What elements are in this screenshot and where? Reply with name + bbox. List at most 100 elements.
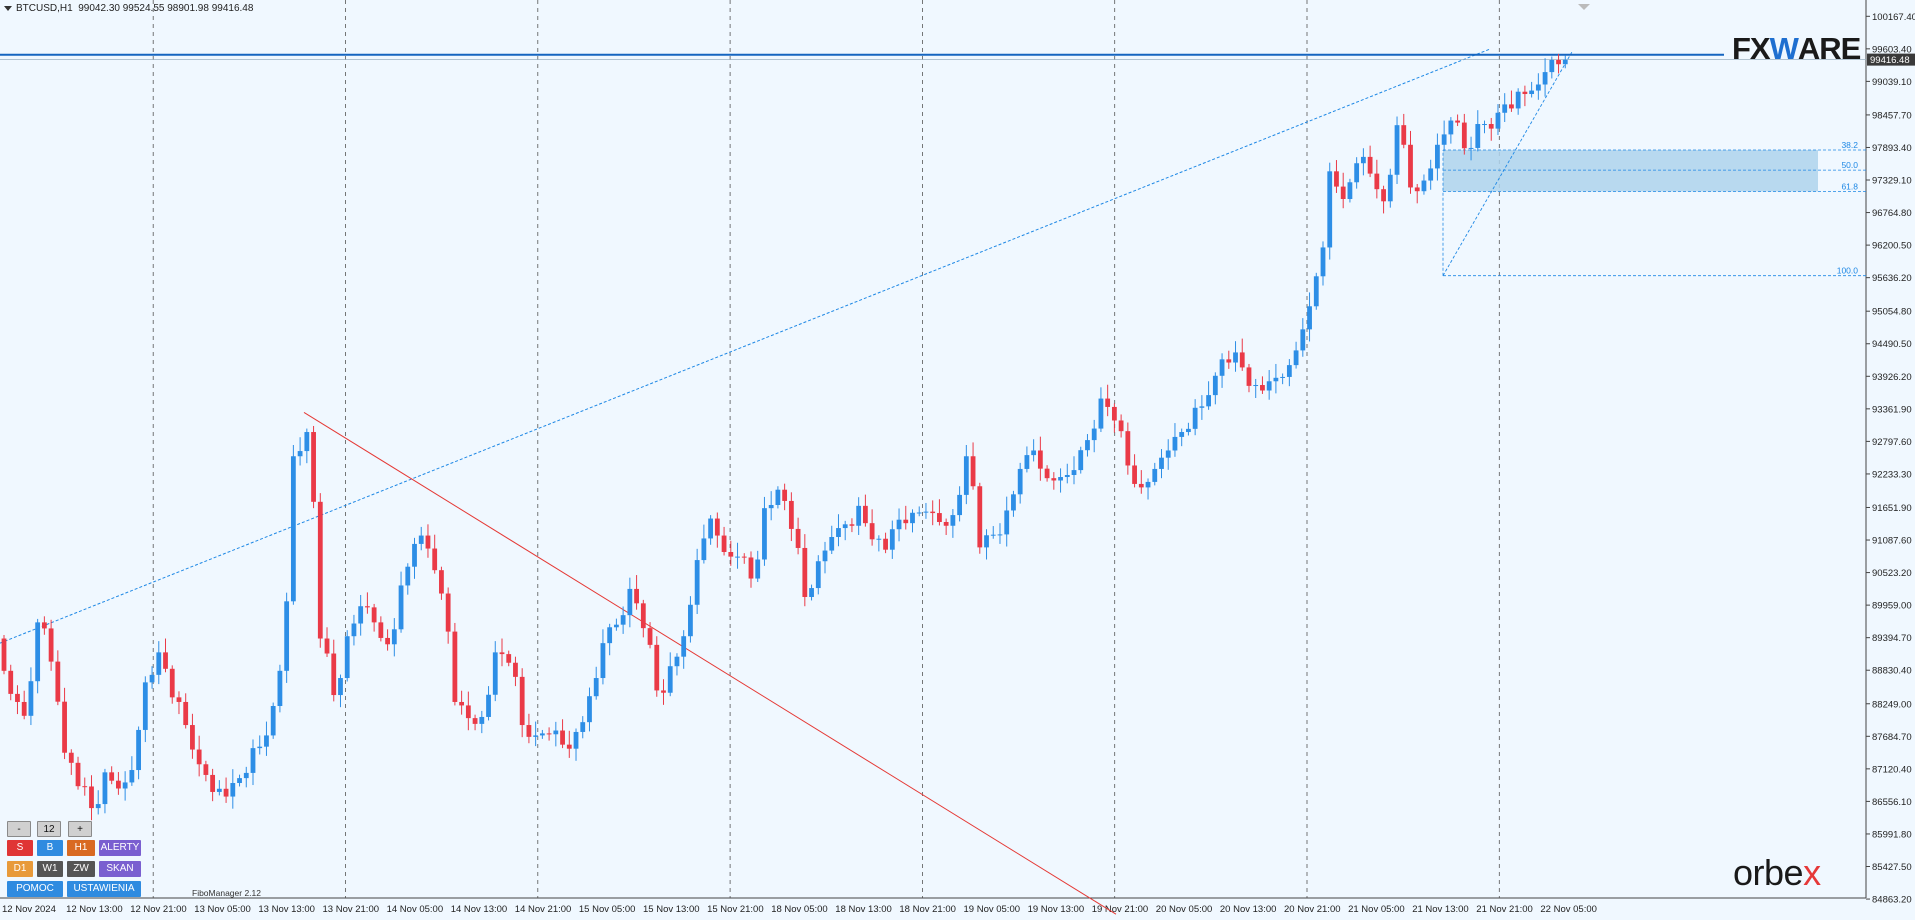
bullish-candle bbox=[1179, 428, 1185, 447]
bullish-candle bbox=[607, 623, 613, 656]
candle-body bbox=[1374, 173, 1380, 190]
bearish-candle bbox=[183, 693, 189, 729]
candle-body bbox=[539, 733, 545, 736]
bullish-candle bbox=[142, 676, 148, 743]
bearish-candle bbox=[41, 616, 47, 635]
bearish-candle bbox=[546, 727, 552, 741]
scroll-marker-icon bbox=[1578, 4, 1590, 10]
bullish-candle bbox=[1233, 341, 1238, 372]
bullish-candle bbox=[856, 497, 862, 535]
candle-body bbox=[1071, 470, 1077, 475]
bullish-candle bbox=[876, 535, 882, 552]
bullish-candle bbox=[620, 606, 626, 634]
bearish-candle bbox=[788, 492, 794, 542]
bullish-candle bbox=[28, 667, 34, 726]
bullish-candle bbox=[755, 550, 761, 582]
bearish-candle bbox=[8, 664, 14, 701]
candle-body bbox=[1367, 156, 1373, 174]
bearish-candle bbox=[1381, 185, 1386, 214]
candle-body bbox=[1098, 398, 1104, 429]
zw-button[interactable]: ZW bbox=[67, 861, 95, 877]
bearish-candle bbox=[445, 587, 451, 644]
scan-button[interactable]: SKAN bbox=[99, 861, 141, 877]
bullish-candle bbox=[1387, 168, 1393, 208]
help-button[interactable]: POMOC bbox=[7, 881, 63, 897]
bullish-candle bbox=[230, 769, 236, 809]
ohlc-readout: 99042.30 99524.55 98901.98 99416.48 bbox=[78, 3, 254, 14]
y-tick-label: 93926.20 bbox=[1872, 372, 1912, 383]
bearish-candle bbox=[1401, 113, 1407, 149]
bearish-candle bbox=[203, 760, 209, 782]
y-tick-label: 92797.60 bbox=[1872, 437, 1912, 448]
candle-body bbox=[183, 701, 189, 726]
bullish-candle bbox=[358, 594, 364, 636]
candle-body bbox=[674, 656, 680, 667]
timeframe-w1-button[interactable]: W1 bbox=[37, 861, 63, 877]
bullish-candle bbox=[1024, 446, 1030, 473]
bullish-candle bbox=[1502, 93, 1508, 122]
candle-body bbox=[1313, 276, 1319, 307]
period-value[interactable]: 12 bbox=[37, 821, 61, 837]
bearish-candle bbox=[472, 714, 478, 731]
timeframe-h1-button[interactable]: H1 bbox=[67, 840, 95, 856]
symbol-label: BTCUSD,H1 bbox=[16, 3, 73, 14]
candle-body bbox=[358, 606, 364, 624]
bullish-candle bbox=[1468, 136, 1474, 161]
bullish-candle bbox=[1535, 73, 1541, 100]
candle-body bbox=[1172, 436, 1178, 451]
bullish-candle bbox=[950, 509, 956, 538]
bearish-candle bbox=[55, 650, 61, 706]
candle-body bbox=[1219, 359, 1225, 376]
candle-body bbox=[1502, 104, 1508, 113]
period-decrease-button[interactable]: - bbox=[7, 821, 31, 837]
bullish-candle bbox=[1313, 272, 1319, 310]
bullish-candle bbox=[923, 502, 929, 519]
bullish-candle bbox=[1307, 292, 1312, 342]
candle-body bbox=[923, 511, 929, 513]
candle-body bbox=[1529, 90, 1535, 95]
y-tick-label: 91651.90 bbox=[1872, 503, 1912, 514]
candle-body bbox=[1179, 432, 1185, 437]
bullish-candle bbox=[829, 525, 835, 555]
candle-body bbox=[809, 588, 814, 597]
candle-body bbox=[728, 552, 734, 557]
alerts-button[interactable]: ALERTY bbox=[99, 840, 141, 856]
timeframe-d1-button[interactable]: D1 bbox=[7, 861, 33, 877]
bearish-candle bbox=[661, 679, 666, 705]
bearish-candle bbox=[903, 505, 909, 530]
candle-body bbox=[1387, 174, 1393, 202]
candle-body bbox=[795, 528, 801, 548]
sell-button[interactable]: S bbox=[7, 840, 33, 856]
bullish-candle bbox=[1441, 120, 1447, 152]
settings-button[interactable]: USTAWIENIA bbox=[67, 881, 141, 897]
bullish-candle bbox=[149, 666, 155, 689]
candle-body bbox=[667, 666, 673, 693]
candle-body bbox=[1461, 122, 1467, 149]
candle-body bbox=[910, 512, 915, 524]
x-tick-label: 21 Nov 21:00 bbox=[1476, 904, 1533, 915]
bullish-candle bbox=[479, 710, 485, 734]
candle-body bbox=[560, 730, 565, 745]
candle-body bbox=[89, 786, 94, 809]
candle-body bbox=[364, 606, 370, 608]
bullish-candle bbox=[156, 641, 162, 685]
bearish-candle bbox=[89, 775, 94, 821]
candle-body bbox=[1293, 350, 1299, 366]
y-tick-label: 94490.50 bbox=[1872, 339, 1912, 350]
collapse-triangle-icon[interactable] bbox=[4, 5, 12, 11]
candle-body bbox=[640, 603, 646, 629]
bearish-candle bbox=[1044, 465, 1050, 482]
candle-body bbox=[149, 674, 155, 683]
candle-body bbox=[661, 690, 666, 693]
buy-button[interactable]: B bbox=[37, 840, 63, 856]
candle-body bbox=[351, 623, 357, 637]
bearish-candle bbox=[513, 656, 518, 687]
period-increase-button[interactable]: + bbox=[68, 821, 92, 837]
candle-body bbox=[169, 668, 175, 698]
candle-body bbox=[1515, 91, 1521, 109]
candle-body bbox=[1414, 187, 1420, 192]
bullish-candle bbox=[418, 526, 424, 551]
candle-body bbox=[210, 774, 216, 792]
bearish-candle bbox=[452, 622, 458, 706]
